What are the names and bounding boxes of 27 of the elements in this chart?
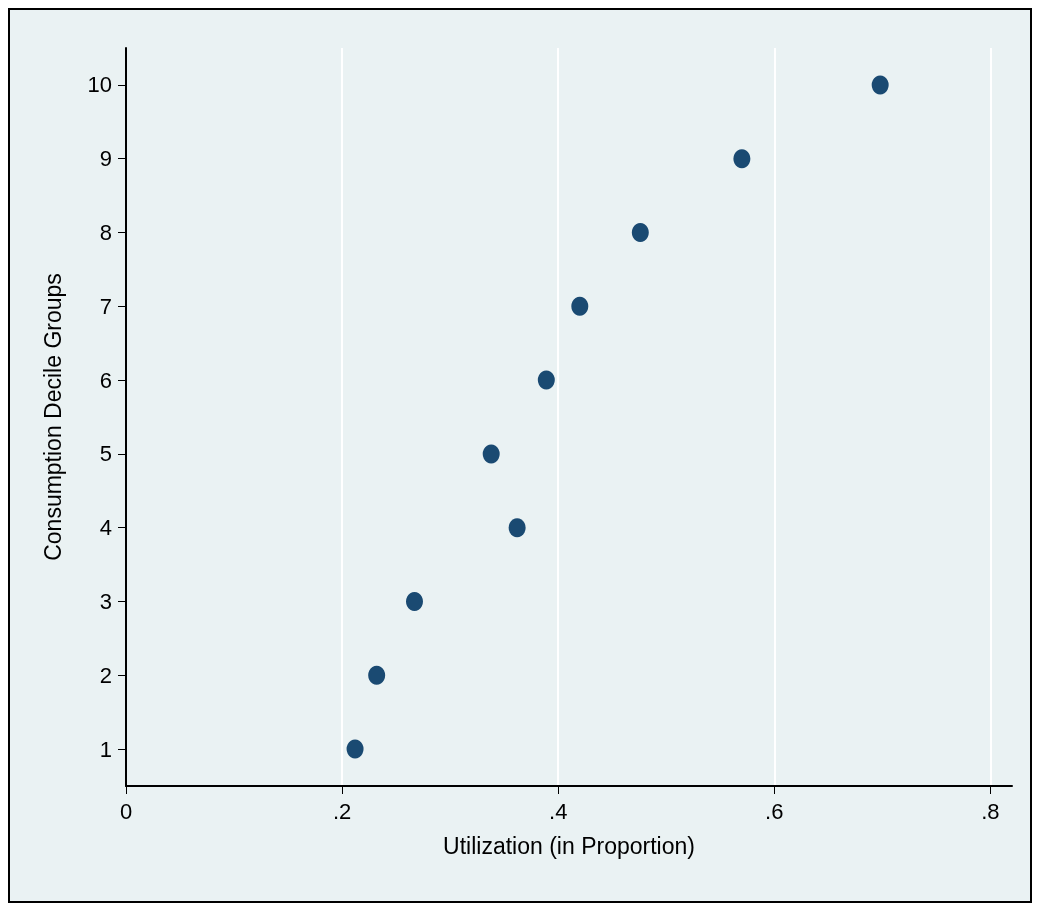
- x-tick-label: .8: [981, 798, 1000, 824]
- x-tick-label: .6: [765, 798, 784, 824]
- y-tick-label: 9: [99, 146, 112, 172]
- x-tick-label: .4: [549, 798, 568, 824]
- point: [482, 444, 500, 464]
- y-axis-title: Consumption Decile Groups: [39, 273, 66, 561]
- y-tick-label: 8: [99, 220, 112, 245]
- point: [346, 739, 364, 759]
- y-tick-label: 10: [87, 72, 112, 98]
- point: [406, 592, 423, 611]
- point: [631, 223, 649, 242]
- y-tick-label: 3: [99, 589, 112, 614]
- point: [537, 370, 555, 390]
- point: [733, 149, 751, 169]
- x-axis-title: Utilization (in Proportion): [443, 832, 695, 859]
- point: [571, 296, 589, 316]
- y-tick-label: 2: [99, 662, 112, 688]
- y-tick-label: 7: [99, 293, 112, 319]
- point: [508, 518, 526, 538]
- point: [368, 665, 386, 685]
- x-tick-label: 0: [119, 798, 133, 824]
- y-tick-label: 5: [99, 441, 112, 467]
- y-tick-label: 6: [99, 367, 112, 393]
- x-tick-label: .2: [332, 798, 352, 824]
- y-tick-label: 4: [99, 515, 112, 541]
- point: [871, 75, 889, 95]
- y-tick-label: 1: [99, 736, 112, 762]
